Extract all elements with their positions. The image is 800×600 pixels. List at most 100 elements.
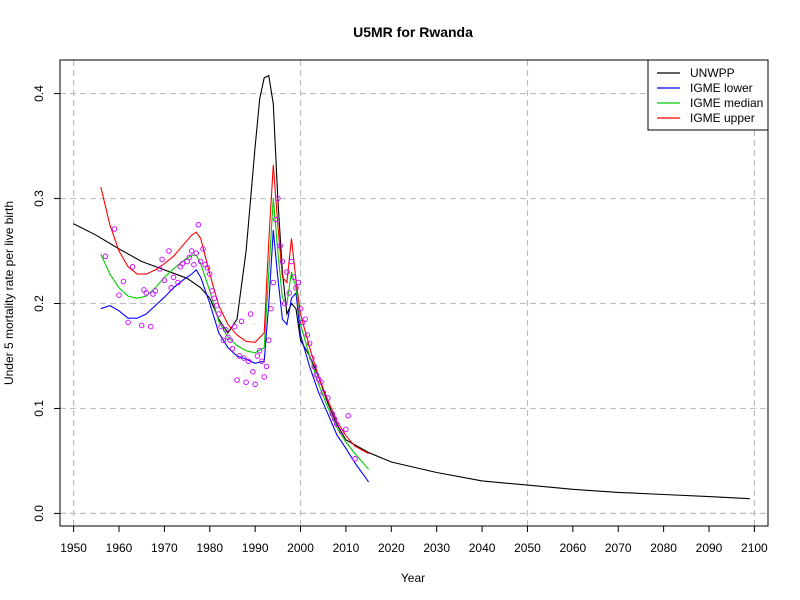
observation-point [188, 248, 195, 254]
x-tick-label: 2040 [469, 541, 496, 555]
observation-point [331, 416, 338, 422]
x-axis: 1950 1960 1970 1980 1990 2000 2010 2020 2030 2040… [60, 525, 768, 555]
observation-point [200, 246, 206, 252]
observation-point [157, 266, 163, 272]
y-tick-label: 0.1 [32, 400, 46, 417]
observation-point [193, 250, 199, 256]
y-tick-label: 0.2 [32, 295, 46, 312]
series-line-igme-upper [100, 164, 369, 455]
observation-point [290, 274, 297, 281]
observation-point [288, 258, 295, 265]
observation-point [338, 428, 345, 435]
observation-point [191, 261, 197, 268]
x-axis-label: Year [401, 571, 425, 585]
observation-point [220, 337, 227, 343]
observation-point [236, 353, 243, 359]
observation-point [252, 381, 258, 388]
observation-point [170, 274, 177, 281]
x-tick-label: 2030 [423, 541, 450, 555]
y-tick-label: 0.0 [32, 505, 46, 522]
observation-point [243, 379, 249, 385]
observation-point [138, 322, 145, 329]
x-tick-label: 2080 [650, 541, 677, 555]
x-tick-label: 1990 [242, 541, 269, 555]
observation-point [320, 389, 326, 396]
observation-point [309, 355, 315, 361]
observation-point [343, 426, 349, 433]
series-lines [73, 74, 750, 500]
observation-point [263, 363, 270, 370]
series-line-igme-median [100, 198, 370, 470]
observation-point [129, 264, 136, 270]
observation-point [231, 323, 238, 330]
observation-point [345, 413, 351, 419]
observation-point [241, 355, 247, 361]
observation-point [211, 295, 218, 301]
observation-point [302, 316, 308, 322]
observation-point [175, 279, 181, 286]
legend-label: UNWPP [690, 66, 735, 80]
x-tick-label: 2100 [741, 541, 768, 555]
observation-point [179, 260, 186, 267]
observation-point [352, 456, 358, 462]
observation-point [229, 345, 236, 352]
observation-point [148, 323, 154, 330]
observation-point [261, 374, 267, 380]
observation-point [245, 358, 252, 364]
observation-point [204, 265, 211, 271]
y-tick-label: 0.4 [32, 85, 46, 102]
observation-point [152, 288, 159, 294]
x-tick-label: 2000 [287, 541, 314, 555]
observation-point [277, 243, 283, 249]
observation-point [222, 326, 229, 333]
observation-point [143, 290, 149, 296]
observation-point [254, 353, 261, 359]
observation-point [166, 248, 172, 254]
observation-point [168, 285, 174, 291]
observation-point [250, 368, 256, 375]
observation-point [186, 254, 193, 261]
y-axis: 0.0 0.1 0.2 0.3 0.4 [32, 85, 61, 522]
observation-point [184, 258, 190, 265]
observation-point [270, 279, 277, 286]
legend-label: IGME median [690, 96, 763, 110]
observation-point [272, 216, 279, 223]
x-tick-label: 1970 [151, 541, 178, 555]
observation-point [213, 302, 220, 309]
legend-label: IGME upper [690, 111, 755, 125]
x-tick-label: 2090 [696, 541, 723, 555]
x-tick-label: 2020 [378, 541, 405, 555]
observation-point [216, 311, 222, 317]
y-tick-label: 0.3 [32, 190, 46, 207]
legend-label: IGME lower [690, 81, 753, 95]
observation-point [293, 285, 299, 291]
x-tick-label: 2070 [605, 541, 632, 555]
observation-point [286, 290, 292, 296]
observation-point [125, 319, 131, 326]
series-line-unwpp [73, 74, 750, 500]
observation-point [275, 195, 281, 202]
observation-point [111, 226, 118, 232]
x-tick-label: 2060 [559, 541, 586, 555]
observation-point [284, 269, 290, 275]
observation-point [116, 292, 122, 298]
observation-point [120, 278, 127, 285]
observation-point [295, 279, 302, 286]
observation-point [259, 358, 265, 364]
x-tick-label: 1980 [196, 541, 223, 555]
observation-point [234, 377, 240, 383]
observation-point [297, 305, 304, 312]
observation-point [281, 300, 288, 307]
x-tick-label: 2050 [514, 541, 541, 555]
observation-point [304, 332, 311, 338]
observation-point [102, 253, 109, 260]
observation-point [159, 256, 165, 263]
observation-point [318, 379, 324, 385]
observation-point [195, 222, 202, 228]
y-axis-label: Under 5 mortality rate per live birth [2, 201, 16, 385]
observation-point [311, 363, 317, 370]
observation-point [197, 258, 204, 265]
observation-point [325, 395, 331, 401]
